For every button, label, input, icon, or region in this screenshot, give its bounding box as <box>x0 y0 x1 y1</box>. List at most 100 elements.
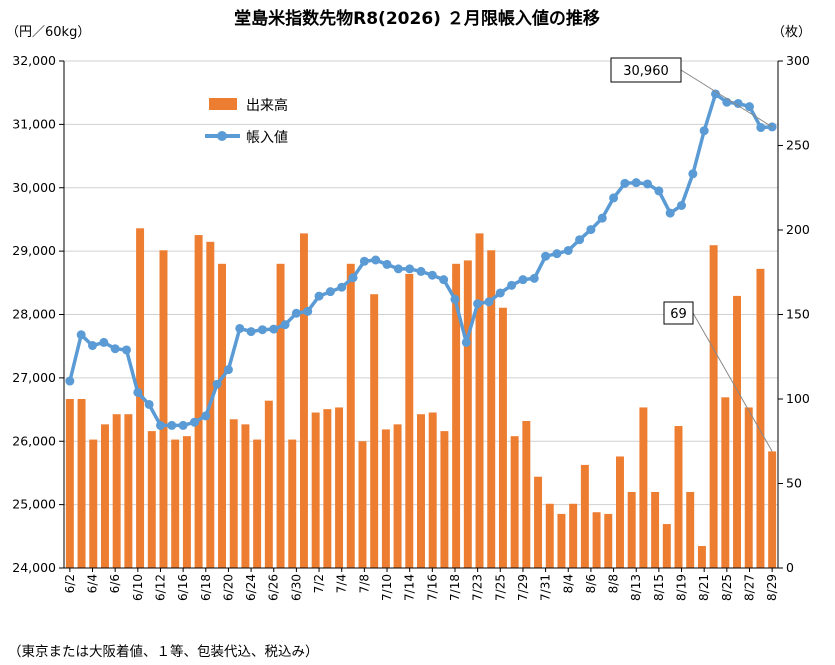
settlement-point <box>382 259 392 269</box>
volume-bar <box>768 451 777 568</box>
volume-bar <box>229 419 238 568</box>
x-axis-ticks: 6/2 6/4 6/6 6/10 6/12 6/16 6/18 6/20 6/24 6/26 6/3… <box>63 574 779 601</box>
x-tick-label: 6/10 <box>131 574 145 601</box>
x-tick-label: 6/18 <box>199 574 213 601</box>
settlement-point <box>348 273 358 283</box>
settlement-point <box>303 306 313 316</box>
callout-leader-volume <box>692 312 773 452</box>
settlement-point <box>711 89 721 99</box>
volume-bar <box>557 513 566 568</box>
legend-swatch-bar <box>209 98 237 110</box>
x-tick-label: 6/6 <box>108 574 122 593</box>
x-tick-label: 6/30 <box>289 574 303 601</box>
settlement-point <box>586 225 596 235</box>
volume-bar <box>498 307 507 568</box>
settlement-point <box>88 341 98 351</box>
settlement-point <box>189 417 199 427</box>
settlement-point <box>756 123 766 133</box>
volume-bar <box>534 476 543 568</box>
settlement-point <box>677 200 687 210</box>
left-tick-label: 28,000 <box>12 307 56 322</box>
settlement-point <box>575 235 585 245</box>
settlement-point <box>99 337 109 347</box>
x-tick-label: 7/16 <box>425 574 439 601</box>
volume-bar <box>112 414 121 568</box>
volume-bar <box>417 414 425 568</box>
x-tick-label: 6/2 <box>63 574 77 593</box>
volume-bar <box>100 424 109 568</box>
volume-bar <box>428 412 437 568</box>
settlement-point <box>427 270 437 280</box>
volume-bar <box>545 503 554 568</box>
callout-box-price <box>610 57 682 83</box>
volume-bar <box>569 503 578 568</box>
settlement-point <box>223 365 233 375</box>
callout-label-price: 30,960 <box>623 64 669 79</box>
volume-bar <box>522 420 531 568</box>
callouts: 30,960 69 <box>610 57 773 452</box>
x-tick-label: 7/2 <box>312 574 326 593</box>
settlement-point <box>212 379 222 389</box>
volume-bar <box>604 513 613 568</box>
settlement-line <box>65 89 777 430</box>
volume-bar <box>77 399 86 568</box>
legend-label-volume: 出来高 <box>246 97 288 114</box>
x-tick-label: 8/15 <box>652 574 666 601</box>
left-tick-label: 24,000 <box>12 560 56 575</box>
volume-bar <box>405 273 414 568</box>
settlement-point <box>552 249 562 259</box>
settlement-point <box>65 376 75 386</box>
settlement-point <box>280 320 290 330</box>
volume-bar <box>697 546 706 568</box>
volume-bar <box>616 456 624 568</box>
settlement-polyline <box>68 92 773 428</box>
right-tick-label: 100 <box>786 391 810 406</box>
settlement-point <box>201 411 211 421</box>
settlement-point <box>393 264 403 274</box>
right-tick-label: 200 <box>786 222 810 237</box>
x-tick-label: 6/16 <box>176 574 190 601</box>
legend-swatch-marker <box>217 131 227 141</box>
settlement-point <box>246 327 256 337</box>
volume-bar <box>592 512 601 568</box>
x-tick-label: 6/20 <box>221 574 235 601</box>
settlement-point <box>405 264 415 274</box>
volume-bar <box>323 409 332 568</box>
volume-bar <box>440 431 449 568</box>
x-tick-label: 8/29 <box>765 574 779 601</box>
settlement-point <box>257 325 267 335</box>
right-tick-label: 250 <box>786 138 810 153</box>
left-tick-label: 26,000 <box>12 433 56 448</box>
volume-bar <box>475 233 484 568</box>
x-tick-label: 7/8 <box>357 574 371 593</box>
callout-label-volume: 69 <box>670 307 687 322</box>
volume-bar <box>89 439 98 568</box>
settlement-point <box>733 98 743 108</box>
volume-bar <box>370 294 379 568</box>
settlement-point <box>76 330 86 340</box>
volume-bar <box>651 491 660 568</box>
volume-bar <box>241 424 250 568</box>
callout-leader-price <box>680 69 773 128</box>
right-tick-label: 50 <box>786 476 802 491</box>
right-tick-label: 150 <box>786 307 810 322</box>
volume-bar <box>721 397 730 568</box>
callout-box-volume <box>663 301 694 325</box>
settlement-point <box>314 291 324 301</box>
settlement-point <box>620 178 630 188</box>
x-tick-label: 7/4 <box>335 574 349 593</box>
settlement-point <box>699 126 709 136</box>
volume-bar <box>182 436 191 568</box>
settlement-point <box>518 275 528 285</box>
x-tick-label: 7/29 <box>516 574 530 601</box>
volume-bar <box>218 263 226 568</box>
settlement-point <box>597 213 607 223</box>
x-tick-label: 7/31 <box>539 574 553 601</box>
volume-bar <box>463 260 472 568</box>
left-axis-unit: （円／60kg） <box>6 25 90 40</box>
settlement-point <box>461 337 471 347</box>
volume-bar <box>686 491 695 568</box>
volume-bar <box>709 245 718 568</box>
x-tick-label: 6/24 <box>244 574 258 601</box>
settlement-point <box>654 186 664 196</box>
